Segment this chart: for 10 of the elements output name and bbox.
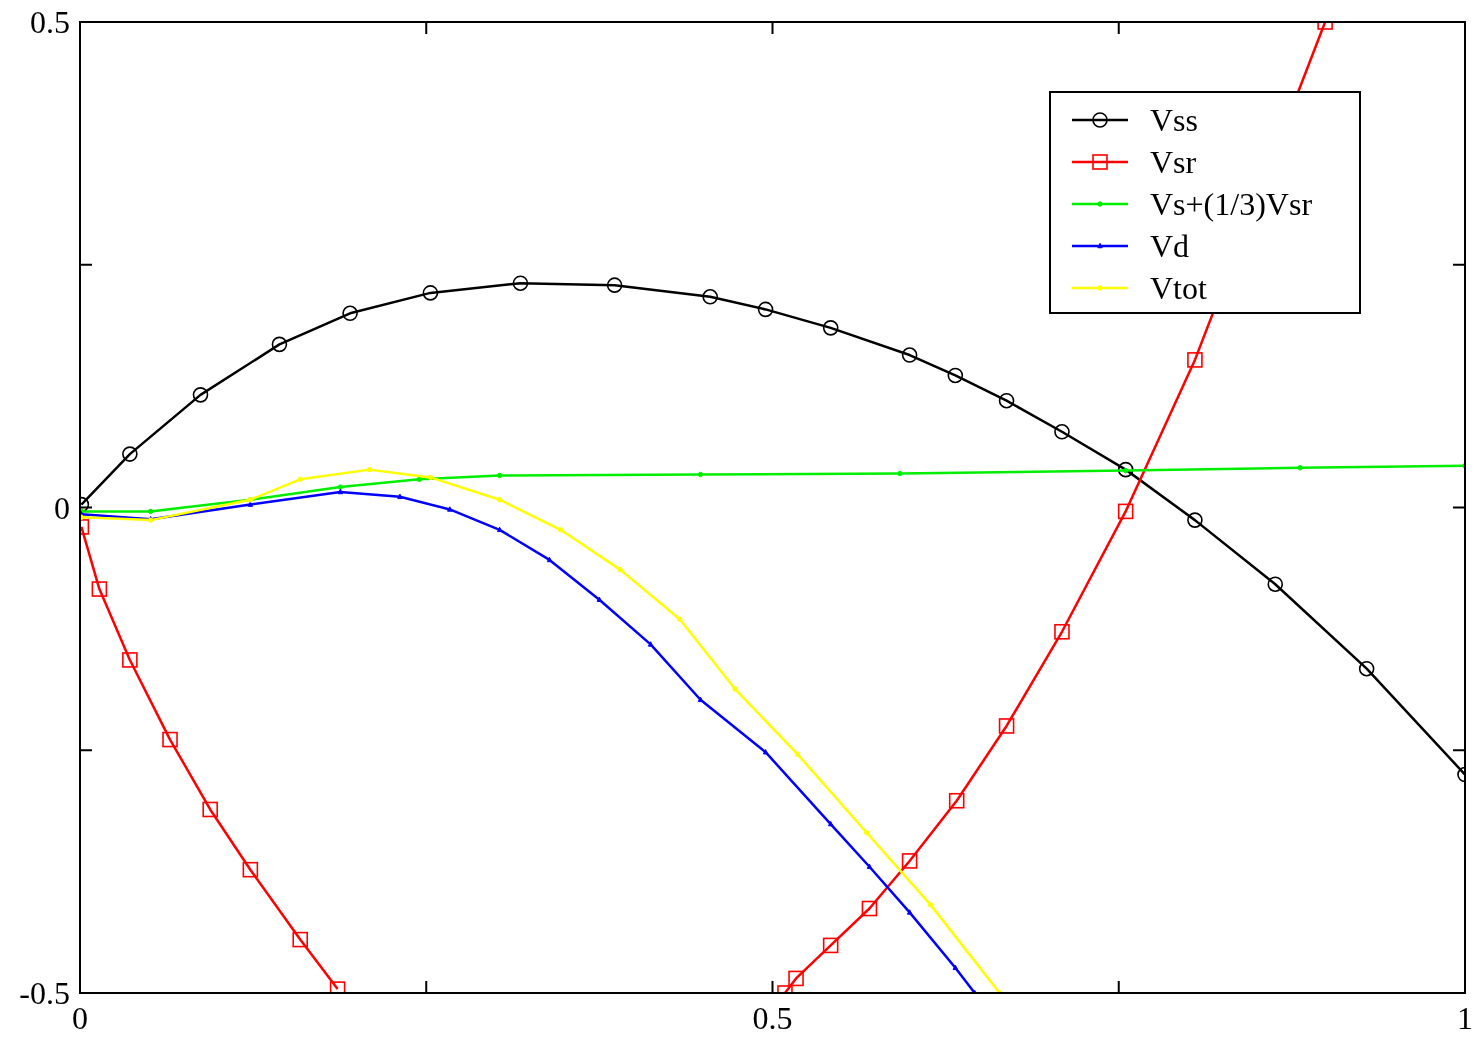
- x-tick-label: 0.5: [752, 1000, 793, 1036]
- legend-label: Vsr: [1150, 144, 1197, 181]
- y-tick-label: 0: [54, 489, 70, 526]
- legend-label: Vs+(1/3)Vsr: [1150, 186, 1313, 223]
- legend-label: Vss: [1150, 102, 1199, 139]
- x-tick-label: 1: [1457, 1000, 1473, 1036]
- legend-label: Vtot: [1150, 270, 1207, 307]
- legend-label: Vd: [1150, 228, 1190, 265]
- y-tick-label: -0.5: [19, 975, 70, 1012]
- y-tick-label: 0.5: [30, 4, 70, 41]
